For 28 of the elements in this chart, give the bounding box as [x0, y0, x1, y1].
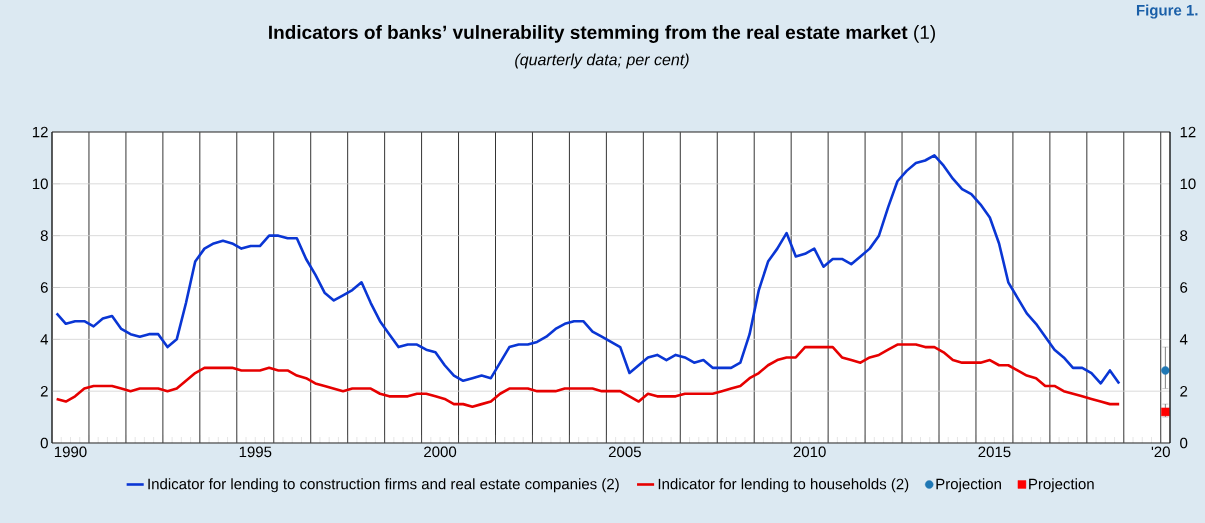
x-tick-label: 1990 [54, 446, 87, 458]
x-tick-label: 2000 [424, 446, 457, 458]
legend-label: Indicator for lending to households (2) [658, 478, 909, 493]
y-tick-label: 6 [40, 282, 48, 293]
y-tick-label: 8 [40, 230, 48, 241]
y2-tick-label: 10 [1180, 178, 1196, 190]
y-tick-label: 4 [40, 334, 49, 345]
chart-subtitle: (quarterly data; per cent) [515, 53, 689, 69]
caption: Figure 1. [1136, 4, 1198, 19]
y2-tick-label: 6 [1180, 282, 1188, 293]
y-tick-label: 10 [32, 178, 48, 190]
x-tick-label: 2015 [978, 446, 1011, 458]
x-tick-label: 1995 [239, 446, 272, 458]
x-tick-label: 2005 [608, 446, 641, 458]
y2-tick-label: 12 [1180, 126, 1196, 138]
y2-tick-label: 2 [1180, 385, 1188, 397]
x-tick-label: 2010 [793, 446, 826, 458]
y2-tick-label: 8 [1180, 230, 1188, 241]
y2-tick-label: 4 [1179, 334, 1188, 345]
x-tick-label: '20 [1151, 446, 1170, 458]
y-tick-label: 0 [40, 437, 48, 449]
legend-label: Projection [936, 478, 1001, 493]
chart-title: Indicators of banks’ vulnerability stemming from the real estate market (1) [269, 25, 935, 43]
legend-label: Projection [1029, 478, 1094, 493]
y2-tick-label: 0 [1180, 437, 1188, 449]
y-tick-label: 12 [32, 126, 48, 138]
y-tick-label: 2 [40, 385, 48, 397]
legend-label: Indicator for lending to construction firms and real estate companies (2) [148, 478, 619, 493]
